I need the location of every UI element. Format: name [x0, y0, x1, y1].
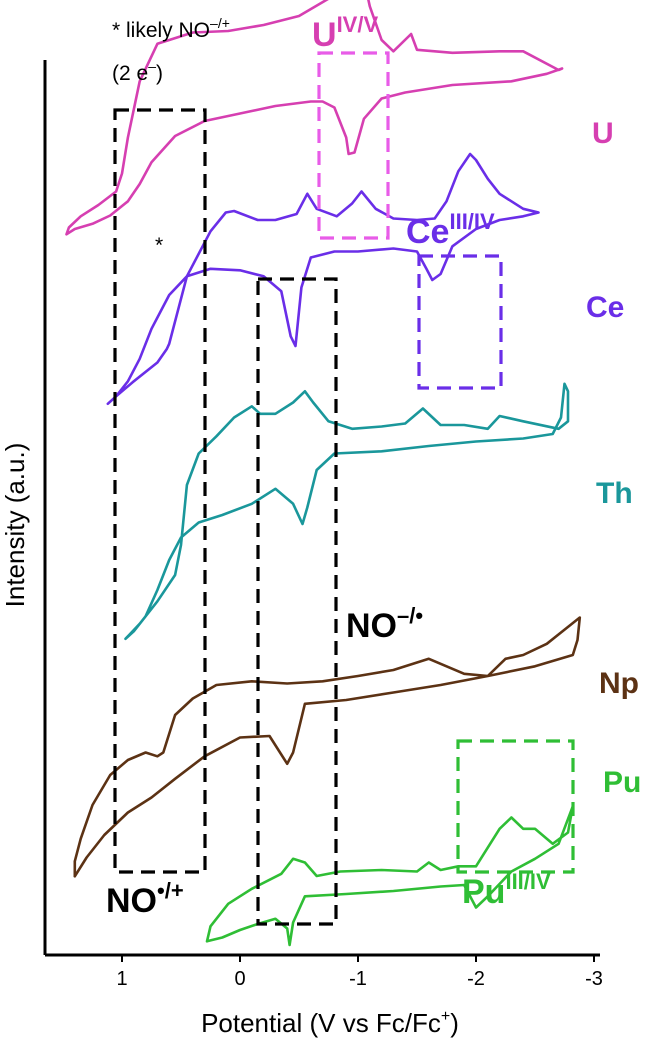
- u-iv-v-box: [317, 51, 390, 240]
- no-minus-radical-box: [256, 277, 338, 926]
- x-tick-label: 1: [116, 968, 127, 990]
- couple-label-ce: CeIII/IV: [406, 209, 495, 251]
- cv-trace-th: [124, 382, 570, 641]
- x-tick-label: 0: [234, 968, 245, 990]
- no-radical-plus-box: [113, 108, 207, 874]
- cv-traces: [65, 0, 582, 947]
- x-axis-ticks: 1 0 -1 -2 -3: [116, 955, 603, 990]
- y-axis-label: Intensity (a.u.): [0, 443, 30, 608]
- series-label-ce: Ce: [586, 291, 624, 324]
- note-likely-no: * likely NO–/+: [112, 15, 230, 42]
- pu-iii-iv-box: [456, 739, 575, 874]
- label-no-minus-radical: NO–/•: [346, 603, 423, 645]
- note-two-electrons: (2 e–): [112, 58, 163, 85]
- peak-asterisk: *: [155, 234, 163, 257]
- ce-iii-iv-box: [417, 254, 503, 390]
- x-axis-label: Potential (V vs Fc/Fc+): [201, 1008, 459, 1038]
- series-label-u: U: [592, 117, 614, 150]
- couple-label-pu: PuIII/IV: [462, 869, 551, 911]
- x-tick-label: -1: [349, 968, 367, 990]
- couple-label-u: UIV/V: [312, 12, 378, 54]
- cv-trace-pu: [205, 805, 575, 947]
- series-label-pu: Pu: [603, 766, 641, 799]
- x-tick-label: -2: [467, 968, 485, 990]
- label-no-radical-plus: NO•/+: [106, 878, 184, 920]
- x-tick-label: -3: [585, 968, 603, 990]
- cv-trace-ce: [106, 152, 540, 406]
- cv-trace-u: [65, 0, 564, 236]
- series-label-th: Th: [596, 477, 633, 510]
- cv-trace-np: [73, 616, 582, 878]
- series-label-np: Np: [599, 667, 639, 700]
